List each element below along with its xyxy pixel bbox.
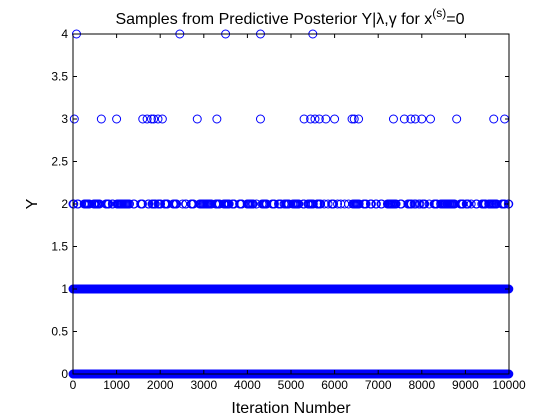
data-point [323, 199, 333, 209]
data-point [294, 199, 304, 209]
data-point [452, 114, 462, 124]
data-point [354, 114, 364, 124]
data-point [310, 114, 320, 124]
y-tick-label: 3.5 [51, 70, 68, 84]
x-tick-label: 10000 [492, 378, 526, 392]
x-tick-label: 1000 [103, 378, 130, 392]
data-point [371, 199, 381, 209]
data-point [420, 199, 430, 209]
data-point [330, 114, 340, 124]
data-point [308, 199, 318, 209]
x-tick-label: 6000 [321, 378, 348, 392]
data-point [153, 114, 163, 124]
data-point [157, 114, 167, 124]
data-point [399, 114, 409, 124]
data-point [329, 199, 339, 209]
data-point [466, 199, 476, 209]
data-point [426, 114, 436, 124]
data-point [321, 114, 331, 124]
data-point [96, 114, 106, 124]
y-tick-label: 2 [61, 197, 68, 211]
y-tick-label: 0.5 [51, 325, 68, 339]
data-point [248, 199, 258, 209]
y-tick-label: 4 [61, 27, 68, 41]
y-tick-label: 0 [61, 367, 68, 381]
data-point [137, 199, 147, 209]
data-point [410, 114, 420, 124]
data-point [306, 114, 316, 124]
chart-title-superscript: (s) [432, 6, 446, 20]
data-point [347, 114, 357, 124]
data-point [156, 199, 166, 209]
y-tick-label: 2.5 [51, 155, 68, 169]
data-point [349, 114, 359, 124]
data-point [142, 114, 152, 124]
data-point [69, 114, 79, 124]
x-tick-label: 3000 [190, 378, 217, 392]
data-point [146, 114, 156, 124]
data-point [361, 199, 371, 209]
x-tick-label: 0 [70, 378, 77, 392]
data-point [69, 199, 79, 209]
chart-title: Samples from Predictive Posterior Y|λ,γ … [115, 6, 464, 28]
x-tick-label: 5000 [278, 378, 305, 392]
data-point [415, 199, 425, 209]
y-tick-label: 1.5 [51, 240, 68, 254]
data-point [212, 114, 222, 124]
data-point [269, 199, 279, 209]
x-tick-label: 7000 [365, 378, 392, 392]
data-point [366, 199, 376, 209]
data-point [138, 114, 148, 124]
data-point [124, 199, 134, 209]
chart-title-suffix: =0 [446, 11, 464, 28]
x-tick-label: 8000 [408, 378, 435, 392]
data-point [314, 114, 324, 124]
data-point [388, 114, 398, 124]
x-tick-label: 4000 [234, 378, 261, 392]
y-tick-label: 1 [61, 282, 68, 296]
data-point [489, 114, 499, 124]
x-tick-label: 2000 [147, 378, 174, 392]
data-point [333, 199, 343, 209]
data-point [316, 199, 326, 209]
data-point [406, 199, 416, 209]
data-point [391, 199, 401, 209]
data-point [144, 199, 154, 209]
y-axis-label: Y [24, 198, 41, 209]
data-point [299, 114, 309, 124]
data-point [417, 114, 427, 124]
data-point [181, 199, 191, 209]
data-point [354, 199, 364, 209]
data-point [149, 114, 159, 124]
data-point [172, 199, 182, 209]
data-point [255, 114, 265, 124]
data-point [150, 199, 160, 209]
y-tick-label: 3 [61, 112, 68, 126]
x-axis-label: Iteration Number [231, 400, 351, 417]
data-point [112, 114, 122, 124]
data-point [224, 199, 234, 209]
data-point [192, 114, 202, 124]
x-tick-label: 9000 [452, 378, 479, 392]
chart-title-main: Samples from Predictive Posterior Y|λ,γ … [115, 11, 432, 28]
data-point [406, 114, 416, 124]
